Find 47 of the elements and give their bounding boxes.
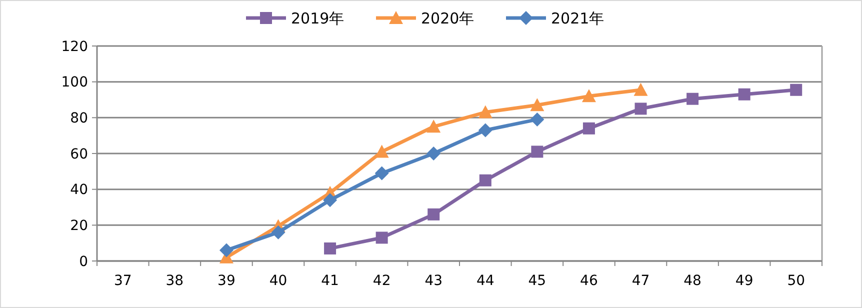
point <box>530 112 544 126</box>
x-tick-label: 44 <box>476 273 494 289</box>
y-tick-label: 0 <box>79 254 88 270</box>
x-tick-label: 48 <box>684 273 702 289</box>
point <box>479 174 492 186</box>
x-tick-label: 45 <box>528 273 546 289</box>
y-tick-label: 60 <box>70 146 88 162</box>
point <box>582 122 595 134</box>
point <box>426 146 441 160</box>
point <box>374 166 389 180</box>
point <box>531 146 544 158</box>
point <box>374 144 389 158</box>
y-tick-label: 120 <box>61 38 88 55</box>
x-tick-label: 49 <box>735 273 754 289</box>
x-tick-label: 42 <box>372 273 391 289</box>
legend-label: 2019年 <box>291 9 344 28</box>
point <box>324 242 336 254</box>
point <box>219 243 234 258</box>
y-tick-label: 80 <box>70 110 88 127</box>
point <box>790 84 802 96</box>
x-tick-label: 41 <box>321 273 339 289</box>
x-tick-label: 40 <box>269 273 288 289</box>
legend-label: 2020年 <box>421 9 474 28</box>
x-tick-label: 47 <box>632 273 650 289</box>
y-tick-label: 100 <box>61 74 88 91</box>
x-tick-label: 50 <box>787 273 806 289</box>
point <box>428 208 440 220</box>
point <box>738 88 750 100</box>
point <box>426 120 441 133</box>
x-tick-label: 39 <box>218 273 236 289</box>
x-tick-label: 46 <box>580 273 598 289</box>
y-tick-label: 20 <box>70 218 88 234</box>
point <box>582 89 596 102</box>
x-tick-label: 43 <box>424 273 443 289</box>
point <box>634 102 647 115</box>
point <box>530 98 544 112</box>
point <box>634 82 648 96</box>
point <box>478 123 492 138</box>
point <box>271 225 286 240</box>
x-tick-label: 38 <box>166 273 184 289</box>
x-tick-label: 37 <box>114 273 132 289</box>
point <box>323 193 338 208</box>
legend-label: 2021年 <box>551 9 604 28</box>
y-tick-label: 40 <box>70 182 88 198</box>
point <box>478 105 492 118</box>
point <box>376 232 388 244</box>
point <box>686 92 699 105</box>
